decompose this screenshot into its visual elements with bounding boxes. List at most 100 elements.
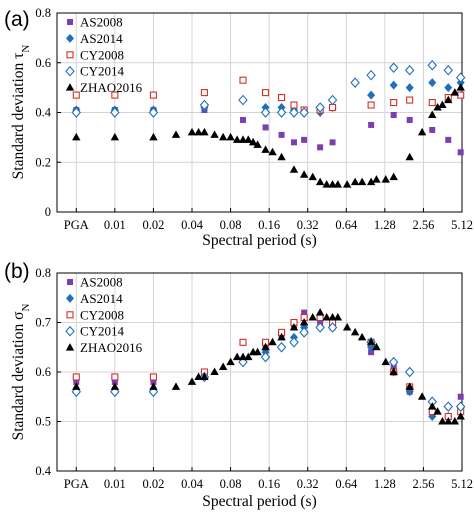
data-point	[350, 327, 360, 336]
data-point	[248, 137, 258, 146]
data-point	[427, 59, 437, 71]
data-point	[232, 352, 242, 361]
data-point	[171, 382, 181, 390]
data-point	[389, 172, 398, 181]
data-point	[149, 132, 158, 141]
legend-marker	[67, 279, 73, 285]
data-point	[388, 62, 399, 74]
data-point	[72, 382, 81, 390]
data-point	[389, 80, 398, 90]
series-zhao2016	[72, 83, 465, 188]
data-point	[200, 372, 209, 380]
data-point	[301, 136, 308, 143]
data-point	[328, 103, 337, 112]
data-point	[148, 107, 159, 118]
data-point	[438, 100, 447, 109]
data-point	[226, 357, 235, 366]
data-point	[194, 372, 203, 380]
legend-entry: AS2008	[80, 275, 123, 290]
x-tick-label: 0.32	[297, 218, 319, 232]
data-point	[357, 332, 367, 341]
x-tick-label: 1.28	[374, 477, 396, 491]
legend-entry: AS2008	[80, 15, 123, 30]
data-point	[327, 322, 338, 333]
series-cy2014	[71, 322, 466, 412]
data-point	[388, 356, 399, 368]
legend-entry: CY2008	[80, 307, 124, 322]
data-point	[366, 337, 376, 346]
data-point	[238, 94, 248, 106]
data-point	[444, 95, 453, 104]
x-tick-label: PGA	[64, 218, 89, 232]
y-tick-label: 0	[45, 205, 51, 219]
data-point	[405, 382, 414, 390]
data-point	[278, 131, 285, 138]
legend-marker	[66, 293, 74, 303]
legend-marker	[66, 51, 74, 59]
x-tick-label: 0.32	[297, 477, 319, 491]
data-point	[110, 382, 120, 390]
data-point	[428, 78, 437, 88]
y-tick-label: 0.8	[35, 266, 51, 280]
data-point	[333, 180, 343, 188]
series-cy2008	[72, 313, 465, 421]
data-point	[261, 145, 270, 153]
data-point	[244, 352, 253, 361]
x-tick-label: 0.02	[142, 477, 164, 491]
series-as2008	[73, 309, 464, 420]
y-axis-title: Standard deviation τN	[10, 45, 32, 180]
data-point	[342, 322, 352, 331]
data-point	[299, 107, 309, 118]
series-zhao2016	[72, 308, 465, 425]
x-tick-label: 0.08	[220, 477, 242, 491]
data-point	[290, 139, 297, 146]
data-point	[428, 110, 437, 118]
data-point	[277, 152, 286, 161]
data-point	[433, 103, 442, 111]
data-point	[328, 180, 337, 188]
data-point	[210, 130, 219, 138]
data-point	[390, 111, 397, 118]
data-point	[367, 101, 375, 109]
data-point	[350, 77, 360, 88]
data-point	[210, 367, 219, 375]
x-tick-label: 0.04	[181, 218, 204, 232]
data-point	[367, 90, 376, 100]
data-point	[149, 373, 157, 381]
data-point	[368, 121, 375, 128]
data-point	[73, 378, 80, 385]
data-point	[390, 99, 398, 107]
chart-panel-1: PGA 0.01 0.02 0.04 0.08 0.16 0.32 0.64 1.28 2.56 5…	[4, 6, 473, 249]
data-point	[277, 332, 286, 341]
data-point	[276, 341, 287, 353]
data-point	[456, 412, 465, 420]
data-point	[260, 351, 271, 363]
data-point	[404, 64, 415, 76]
legend-entry: CY2008	[80, 47, 124, 62]
data-point	[200, 127, 209, 136]
data-point	[253, 140, 262, 148]
chart-panel-2: PGA 0.01 0.02 0.04 0.08 0.16 0.32 0.64 1.28 2.56 5…	[4, 260, 473, 510]
y-tick-label: 0.4	[35, 106, 51, 120]
data-point	[262, 89, 270, 97]
data-point	[289, 107, 299, 118]
data-point	[443, 401, 453, 412]
y-tick-label: 0.7	[35, 316, 51, 330]
x-tick-label: 5.12	[451, 477, 473, 491]
data-point	[405, 152, 414, 161]
data-point	[406, 96, 414, 104]
data-point	[417, 392, 427, 400]
data-point	[290, 101, 298, 109]
y-axis-title: Standard deviation σN	[10, 304, 32, 441]
data-point	[317, 144, 324, 151]
x-tick-label: 0.64	[335, 477, 358, 491]
legend-marker	[66, 33, 74, 43]
legend-marker	[65, 65, 75, 77]
data-point	[457, 149, 464, 156]
panel-label: (b)	[4, 260, 30, 283]
data-point	[450, 88, 460, 96]
x-tick-label: PGA	[64, 477, 89, 491]
x-tick-label: 0.08	[220, 218, 242, 232]
legend-entry: ZHAO2016	[80, 340, 143, 355]
